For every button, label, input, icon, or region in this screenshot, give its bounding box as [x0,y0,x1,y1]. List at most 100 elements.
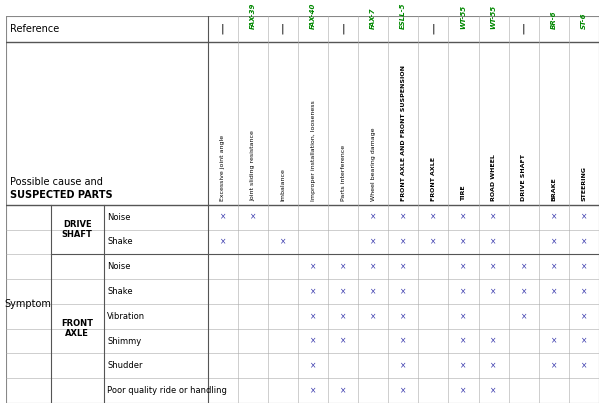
Text: ×: × [461,361,467,370]
Text: Joint sliding resistance: Joint sliding resistance [250,130,255,201]
Text: ×: × [581,337,587,345]
Text: ×: × [461,337,467,345]
Text: BRAKE: BRAKE [551,177,556,201]
Text: ×: × [461,287,467,296]
Text: ×: × [400,262,407,271]
Text: ×: × [400,213,407,222]
Text: ×: × [340,287,346,296]
Text: |: | [522,24,525,34]
Text: ×: × [280,237,286,247]
Text: FAX-7: FAX-7 [370,8,376,29]
Text: ×: × [400,237,407,247]
Text: ×: × [430,213,437,222]
Text: Symptom: Symptom [5,299,52,309]
Text: ×: × [581,237,587,247]
Text: Poor quality ride or handling: Poor quality ride or handling [107,386,227,395]
Text: ×: × [521,287,527,296]
Text: Improper installation, looseness: Improper installation, looseness [310,100,316,201]
Text: ×: × [310,312,316,321]
Text: ST-6: ST-6 [581,12,587,29]
Text: ×: × [550,337,557,345]
Text: |: | [221,24,225,34]
Text: ×: × [581,262,587,271]
Text: ×: × [310,361,316,370]
Text: ×: × [491,237,497,247]
Text: DRIVE
SHAFT: DRIVE SHAFT [62,220,93,239]
Text: Vibration: Vibration [107,312,146,321]
Text: ×: × [310,386,316,395]
Text: ×: × [310,262,316,271]
Text: ×: × [550,287,557,296]
Text: ×: × [370,213,376,222]
Text: ×: × [581,213,587,222]
Text: ×: × [521,262,527,271]
Text: ×: × [370,287,376,296]
Text: ×: × [219,237,226,247]
Text: ×: × [370,237,376,247]
Text: ×: × [550,213,557,222]
Text: ×: × [521,312,527,321]
Text: BR-6: BR-6 [551,10,557,29]
Text: ×: × [310,287,316,296]
Text: Possible cause and: Possible cause and [10,177,105,187]
Text: STEERING: STEERING [582,166,586,201]
Text: Noise: Noise [107,213,131,222]
Text: ×: × [581,361,587,370]
Text: ×: × [340,312,346,321]
Text: ×: × [550,237,557,247]
Text: ×: × [491,262,497,271]
Text: Reference: Reference [10,24,59,34]
Text: Wheel bearing damage: Wheel bearing damage [371,127,376,201]
Text: ×: × [550,361,557,370]
Text: ×: × [370,262,376,271]
Text: ×: × [250,213,256,222]
Text: |: | [432,24,435,34]
Text: Excessive joint angle: Excessive joint angle [220,135,225,201]
Text: ×: × [430,237,437,247]
Text: ×: × [340,386,346,395]
Text: ×: × [461,262,467,271]
Text: ×: × [400,386,407,395]
Text: ×: × [461,213,467,222]
Text: TIRE: TIRE [461,185,466,201]
Text: ×: × [491,361,497,370]
Text: ×: × [400,287,407,296]
Text: ×: × [400,312,407,321]
Text: FRONT AXLE AND FRONT SUSPENSION: FRONT AXLE AND FRONT SUSPENSION [401,65,406,201]
Text: ×: × [340,337,346,345]
Text: ×: × [491,386,497,395]
Text: ESLL-5: ESLL-5 [400,2,406,29]
Text: ×: × [491,213,497,222]
Text: Shimmy: Shimmy [107,337,142,345]
Text: ROAD WHEEL: ROAD WHEEL [491,154,496,201]
Text: ×: × [219,213,226,222]
Text: ×: × [310,337,316,345]
Text: DRIVE SHAFT: DRIVE SHAFT [521,154,527,201]
Text: Shudder: Shudder [107,361,143,370]
Text: Shake: Shake [107,237,133,247]
Text: SUSPECTED PARTS: SUSPECTED PARTS [10,190,112,200]
Text: Shake: Shake [107,287,133,296]
Text: ×: × [581,287,587,296]
Text: ×: × [550,262,557,271]
Text: |: | [281,24,285,34]
Text: FAX-40: FAX-40 [310,3,316,29]
Text: |: | [341,24,345,34]
Text: ×: × [340,262,346,271]
Text: ×: × [400,361,407,370]
Text: ×: × [461,386,467,395]
Text: ×: × [461,237,467,247]
Text: FAX-39: FAX-39 [250,3,256,29]
Text: ×: × [461,312,467,321]
Text: ×: × [400,337,407,345]
Text: ×: × [370,312,376,321]
Text: ×: × [581,312,587,321]
Text: FRONT
AXLE: FRONT AXLE [61,319,93,339]
Text: Parts interference: Parts interference [341,145,346,201]
Text: Noise: Noise [107,262,131,271]
Text: WT-55: WT-55 [491,5,497,29]
Text: ×: × [491,287,497,296]
Text: Imbalance: Imbalance [280,168,285,201]
Text: ×: × [491,337,497,345]
Text: FRONT AXLE: FRONT AXLE [431,157,436,201]
